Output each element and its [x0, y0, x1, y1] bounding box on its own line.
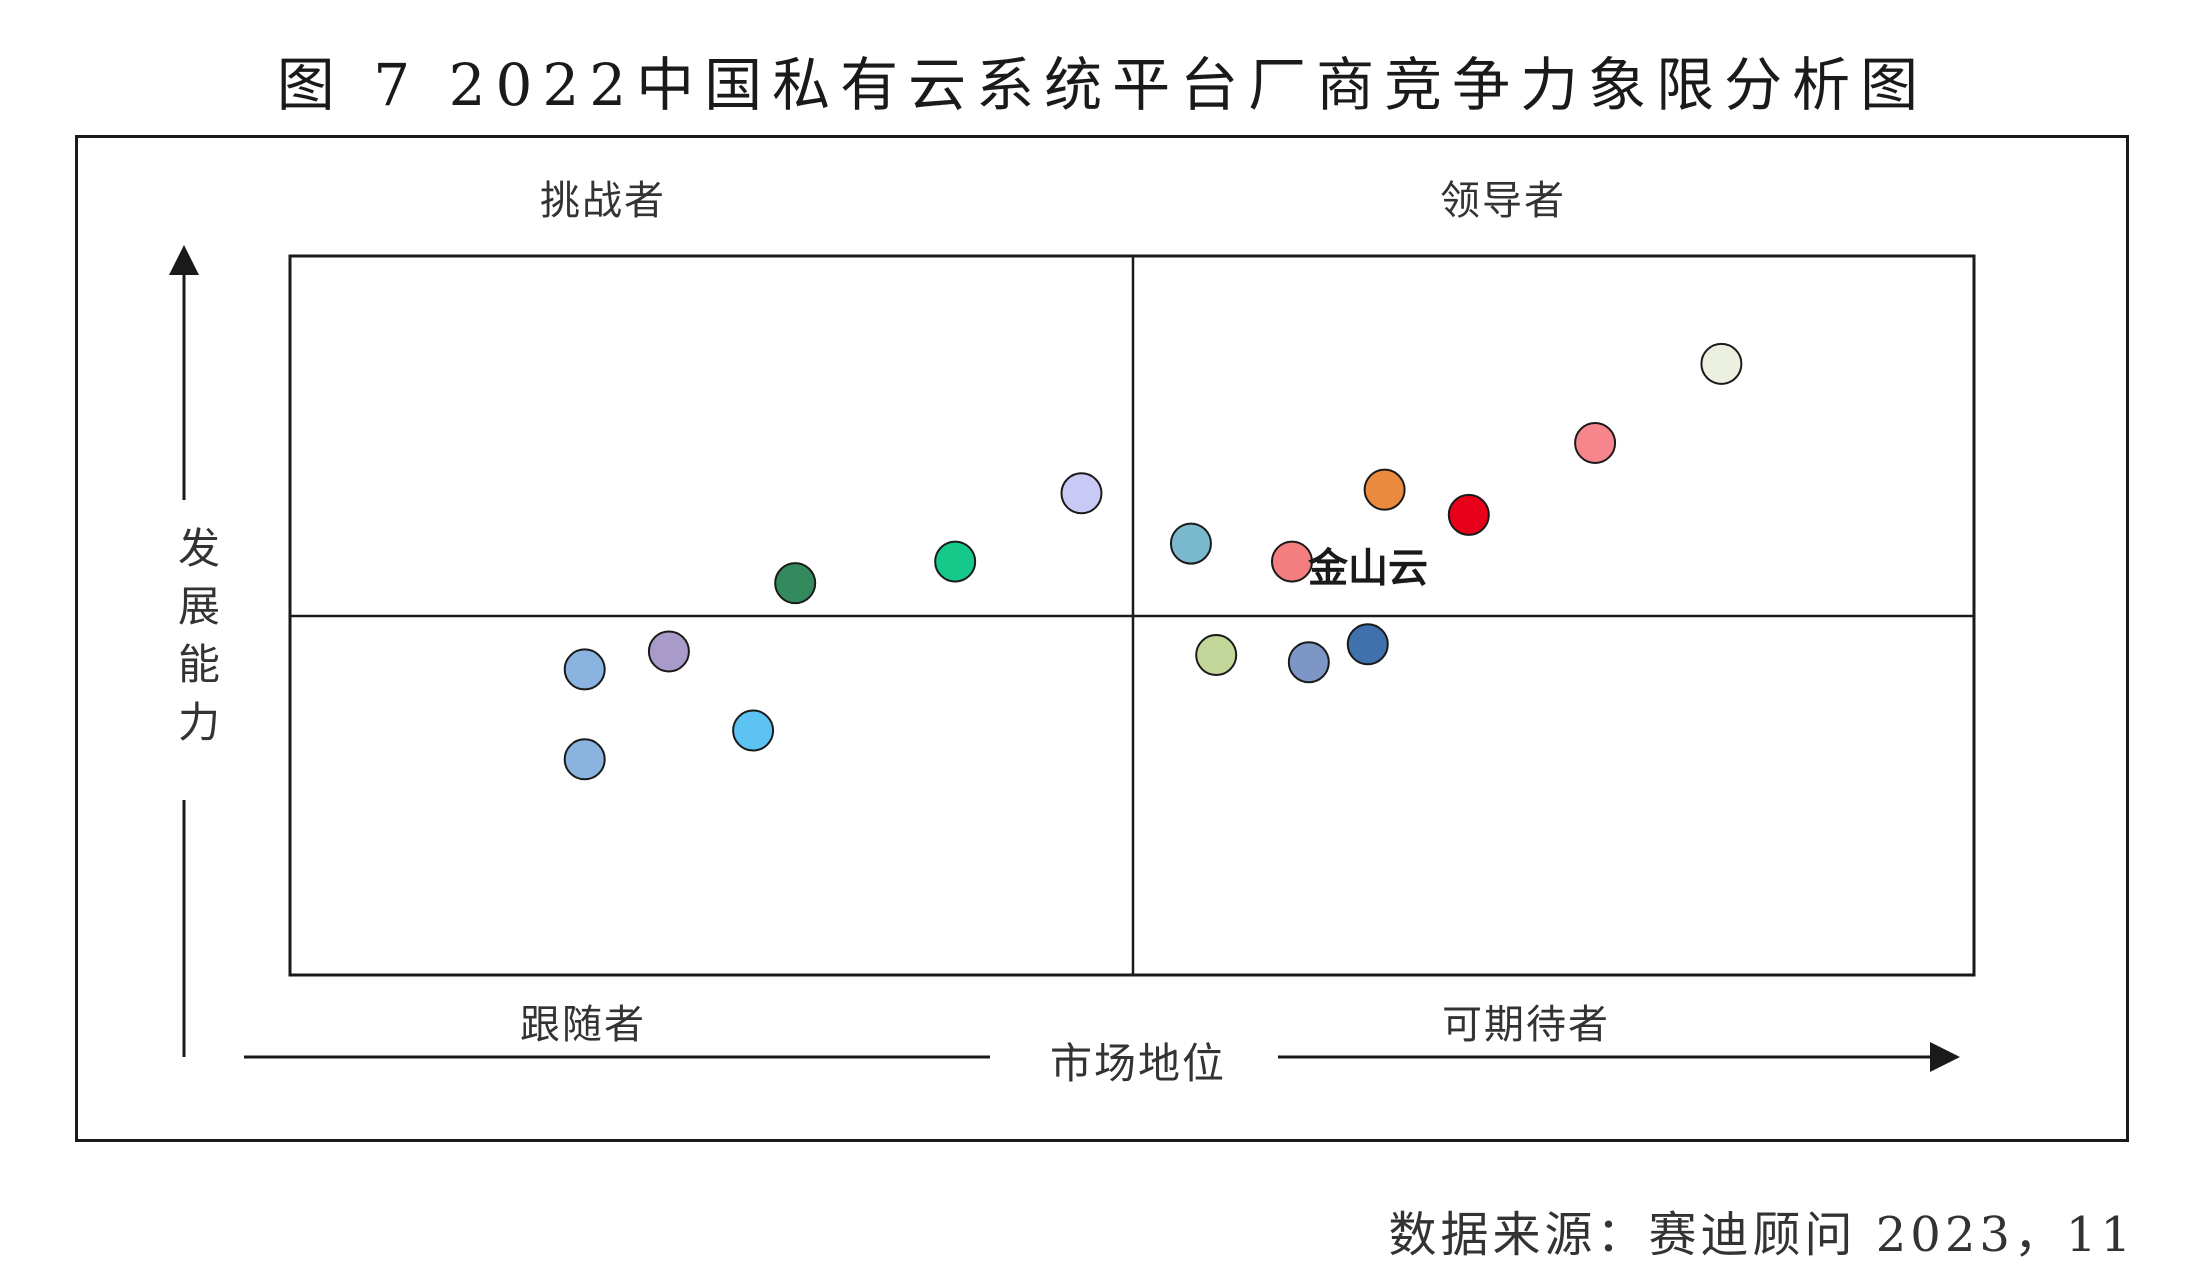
y-axis-label-char: 发 [177, 524, 220, 573]
x-axis-label: 市场地位 [1050, 1039, 1227, 1088]
data-point-1 [1700, 342, 1743, 385]
data-source-note: 数据来源：赛迪顾问 2023，11 [1388, 1207, 2135, 1263]
points-layer: 金山云 [563, 342, 1743, 781]
data-point-9 [774, 562, 817, 605]
data-point-2 [1574, 421, 1617, 464]
quadrant-label-follower: 跟随者 [520, 1002, 646, 1048]
quadrant-label-challenger: 挑战者 [540, 178, 666, 224]
quadrant-label-leader: 领导者 [1440, 178, 1566, 224]
data-point-12 [1195, 634, 1238, 677]
y-axis-label-char: 力 [177, 698, 220, 747]
data-point-5 [1169, 522, 1212, 565]
y-axis-label: 发展能力 [174, 520, 224, 752]
data-point-13 [647, 630, 690, 673]
quadrant-label-promising: 可期待者 [1442, 1002, 1610, 1048]
data-point-3 [1363, 468, 1406, 511]
data-point-10 [1346, 623, 1389, 666]
data-point-6 [1270, 540, 1313, 583]
data-point-8 [934, 540, 977, 583]
data-point-15 [732, 709, 775, 752]
data-point-4 [1447, 493, 1490, 536]
data-point-label: 金山云 [1307, 546, 1428, 592]
data-point-16 [563, 738, 606, 781]
chart-title: 图 7 2022中国私有云系统平台厂商竞争力象限分析图 [276, 51, 1929, 119]
data-point-14 [563, 648, 606, 691]
y-axis-label-char: 能 [177, 640, 220, 689]
data-point-11 [1287, 641, 1330, 684]
data-point-7 [1060, 472, 1103, 515]
chart-frame [75, 135, 2129, 1142]
y-axis-label-char: 展 [177, 582, 220, 631]
